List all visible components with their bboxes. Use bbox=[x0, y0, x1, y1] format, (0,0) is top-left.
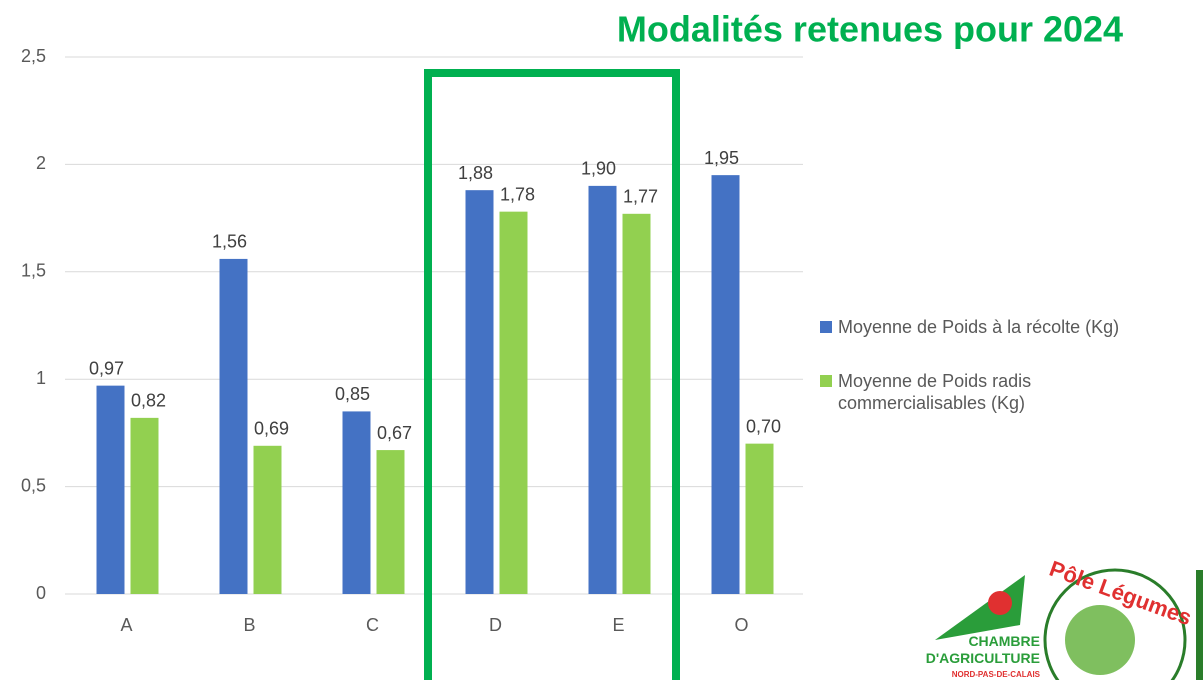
value-label: 0,85 bbox=[335, 384, 370, 404]
bar bbox=[220, 259, 248, 594]
value-label: 1,56 bbox=[212, 232, 247, 252]
y-tick-label: 2 bbox=[36, 153, 46, 173]
logo-shape bbox=[935, 575, 1025, 640]
legend-swatch bbox=[820, 321, 832, 333]
bar bbox=[623, 214, 651, 594]
bar bbox=[712, 175, 740, 594]
logo-text: D'AGRICULTURE bbox=[926, 650, 1040, 666]
value-label: 1,78 bbox=[500, 184, 535, 204]
value-label: 1,88 bbox=[458, 163, 493, 183]
x-tick-label: E bbox=[612, 615, 624, 635]
bar bbox=[254, 446, 282, 594]
value-label: 0,69 bbox=[254, 419, 289, 439]
value-label: 0,97 bbox=[89, 358, 124, 378]
y-tick-label: 0 bbox=[36, 583, 46, 603]
y-tick-label: 1,5 bbox=[21, 261, 46, 281]
x-tick-label: D bbox=[489, 615, 502, 635]
logo-shape bbox=[1065, 605, 1135, 675]
logo-shape bbox=[1196, 570, 1203, 680]
logo-text: NORD-PAS-DE-CALAIS bbox=[952, 670, 1041, 679]
y-tick-label: 2,5 bbox=[21, 46, 46, 66]
page: {"chart_data": {"type": "bar", "title": … bbox=[0, 0, 1203, 680]
value-label: 0,70 bbox=[746, 416, 781, 436]
value-label: 1,95 bbox=[704, 148, 739, 168]
bar bbox=[500, 212, 528, 594]
x-tick-label: C bbox=[366, 615, 379, 635]
legend-label: Moyenne de Poids à la récolte (Kg) bbox=[838, 316, 1119, 338]
value-label: 0,82 bbox=[131, 391, 166, 411]
bar bbox=[343, 411, 371, 594]
value-label: 1,90 bbox=[581, 159, 616, 179]
logo-shape bbox=[988, 591, 1012, 615]
legend-swatch bbox=[820, 375, 832, 387]
bar bbox=[746, 444, 774, 594]
y-tick-label: 1 bbox=[36, 368, 46, 388]
legend-item: Moyenne de Poids radis commercialisables… bbox=[820, 370, 1165, 414]
x-tick-label: A bbox=[120, 615, 132, 635]
legend-label: Moyenne de Poids radis commercialisables… bbox=[838, 370, 1165, 414]
y-tick-label: 0,5 bbox=[21, 475, 46, 495]
bar bbox=[466, 190, 494, 594]
x-tick-label: O bbox=[734, 615, 748, 635]
grid bbox=[65, 57, 803, 594]
bar bbox=[97, 386, 125, 594]
logo-text: CHAMBRE bbox=[968, 633, 1040, 649]
value-label: 1,77 bbox=[623, 187, 658, 207]
logos: CHAMBRE D'AGRICULTURE NORD-PAS-DE-CALAIS… bbox=[926, 556, 1203, 680]
legend-item: Moyenne de Poids à la récolte (Kg) bbox=[820, 316, 1165, 338]
chart: Modalités retenues pour 2024 CHAMBRE D'A… bbox=[0, 0, 1203, 680]
bar bbox=[131, 418, 159, 594]
bar bbox=[377, 450, 405, 594]
chart-title: Modalités retenues pour 2024 bbox=[617, 9, 1123, 50]
x-tick-label: B bbox=[243, 615, 255, 635]
bar bbox=[589, 186, 617, 594]
value-label: 0,67 bbox=[377, 423, 412, 443]
